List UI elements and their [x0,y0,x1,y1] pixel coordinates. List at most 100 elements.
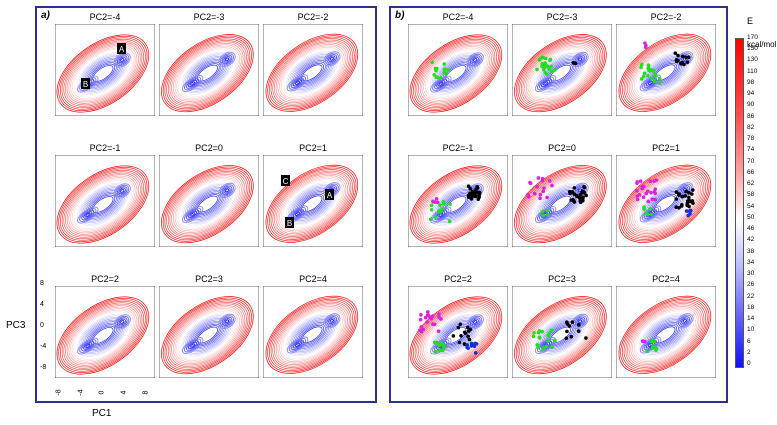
contour-line [637,311,693,358]
contour-line [63,302,143,369]
panel-label-b: b) [395,10,405,21]
contour-line [188,79,198,88]
contour-group [161,165,254,244]
point-green [641,74,646,79]
point-green [640,62,644,67]
point-green [639,65,643,70]
contour-line [639,205,662,223]
subplot-b-4: PC2=0 [512,143,612,249]
contour-line [56,296,150,375]
contour-line [190,58,225,88]
contour-line [301,195,323,213]
point-green [646,64,651,68]
colorbar-tick: 6 [747,337,751,345]
subplot-title: PC2=1 [299,143,327,153]
contour-line [116,186,128,196]
contour-line [525,44,595,102]
contour-line [220,53,234,66]
contour-line [527,176,594,232]
point-green [657,77,662,81]
x-tick-label: -8 [55,389,63,396]
contour-line [644,317,686,352]
point-black [584,193,588,198]
contour-line [188,319,227,351]
contour-line [118,56,126,64]
contour-line [288,76,307,90]
contour-line [274,303,350,367]
point-black [569,198,573,202]
point-magenta [535,185,539,189]
point-green [543,56,548,61]
point-magenta [528,181,533,186]
point-green [437,343,442,348]
point-magenta [644,43,648,48]
contour-line [524,173,597,235]
y-tick-label: 0 [40,322,44,329]
contour-line [286,51,338,95]
contour-line [294,211,300,216]
point-blue [469,344,474,348]
contour-line [414,169,498,240]
colorbar-tick: 46 [747,225,755,233]
contour-line [166,38,249,108]
point-black [580,189,585,193]
contour-line [116,55,128,65]
contour-line [280,177,343,230]
contour-line [267,297,357,373]
contour-line [522,303,599,367]
point-magenta [653,187,658,191]
contour-line [292,319,331,351]
point-magenta [540,178,545,183]
contour-line [292,341,302,349]
point-green [544,344,549,349]
contour-line [284,49,340,96]
point-green [550,345,554,349]
contour-line [329,318,334,323]
point-magenta [425,320,429,324]
y-tick-label: -8 [40,364,47,371]
point-green [434,66,439,71]
point-magenta [635,188,639,193]
subplot-title: PC2=-2 [297,12,329,22]
contour-line [423,308,489,363]
contour-line [409,34,503,113]
point-black [578,192,583,197]
x-tick-label: 0 [98,390,106,395]
contour-line [118,318,126,326]
contour-line [268,36,355,109]
point-green [540,64,544,69]
contour-line [190,81,196,86]
subplot-b-3: PC2=-1 [408,143,508,249]
point-magenta [646,199,651,204]
point-black [684,55,688,60]
point-green [540,209,545,214]
contour-line [181,75,204,92]
contour-line [527,45,594,101]
point-magenta [430,314,435,318]
point-green [648,207,653,211]
subplot-b-8: PC2=4 [616,274,716,380]
contour-line [90,63,116,84]
point-blue [465,342,470,347]
point-black [575,193,579,198]
contour-line [531,310,590,360]
contour-line [630,306,700,364]
point-black [466,193,471,198]
contour-line [623,300,707,370]
contour-line [174,176,241,232]
contour-line [469,317,481,327]
colorbar-tick: 14 [747,315,755,323]
contour-line [68,175,138,234]
y-tick-label: 8 [40,280,44,287]
subplot-a-5: PC2=1 C A B [263,143,363,249]
contour-line [423,46,489,101]
point-green [547,67,551,71]
contour-line [268,298,355,371]
subplot-title: PC2=-1 [89,143,121,153]
contour-plot [55,155,155,247]
subplot-title: PC2=2 [444,274,472,284]
contour-line [79,208,97,222]
contour-line [539,56,582,91]
point-black [578,196,582,200]
point-green [548,57,553,62]
